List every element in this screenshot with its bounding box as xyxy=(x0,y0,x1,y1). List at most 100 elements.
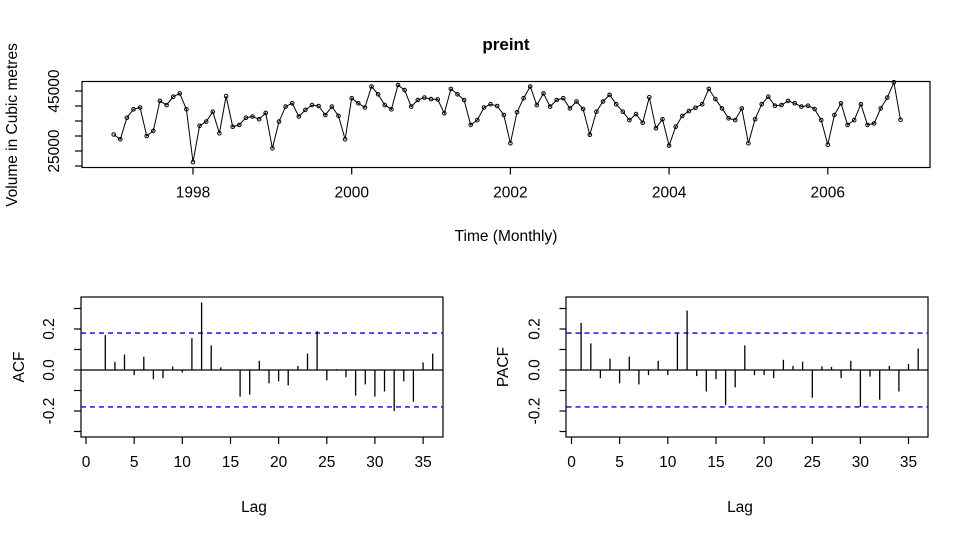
ts-point xyxy=(706,86,712,92)
ts-point xyxy=(349,95,355,101)
ts-point xyxy=(587,132,593,138)
lag-x-tick-label: 15 xyxy=(222,454,239,471)
ts-point xyxy=(151,128,156,134)
lag-x-tick-label: 5 xyxy=(130,454,139,471)
ts-point xyxy=(250,114,255,119)
ts-plot-frame xyxy=(81,80,931,169)
ts-point xyxy=(799,104,804,109)
ts-point xyxy=(699,101,705,107)
lag-x-tick-label: 30 xyxy=(366,454,384,471)
ts-line xyxy=(113,80,901,163)
lag-x-tick-label: 15 xyxy=(707,454,724,471)
ts-point xyxy=(686,108,692,114)
ts-point xyxy=(230,124,235,129)
ts-point xyxy=(448,86,454,92)
ts-point xyxy=(342,137,348,142)
ts-point xyxy=(316,103,321,109)
ts-point xyxy=(296,114,302,119)
ts-point xyxy=(613,101,619,107)
corr-y-tick-label: 0.2 xyxy=(41,318,58,340)
acf-content: 0 5 10 15 20 25 30 35 -0.2 0.0 0.2 xyxy=(41,302,443,471)
ts-point xyxy=(812,106,817,112)
ts-point xyxy=(574,99,579,104)
pacf-content: 0 5 10 15 20 25 30 35 -0.2 0.0 0.2 xyxy=(527,307,929,471)
lag-x-tick-label: 35 xyxy=(414,454,431,471)
ts-point xyxy=(726,116,731,121)
ts-point xyxy=(190,159,196,165)
ts-point xyxy=(514,110,520,115)
ts-point xyxy=(838,101,844,106)
ts-point xyxy=(818,117,824,123)
lag-x-tick-label: 35 xyxy=(900,454,917,471)
ts-point xyxy=(739,106,745,111)
ts-point xyxy=(289,101,295,106)
ts-point xyxy=(666,143,672,148)
ts-point xyxy=(647,95,652,100)
ts-point xyxy=(111,132,116,137)
ts-point xyxy=(660,116,665,122)
ts-point xyxy=(475,117,480,123)
ts-point xyxy=(309,102,315,108)
ts-point xyxy=(223,93,229,99)
ts-point xyxy=(547,104,553,109)
ts-point xyxy=(177,91,183,96)
ts-point xyxy=(554,97,560,103)
ts-point xyxy=(461,97,467,103)
ts-point xyxy=(435,97,441,102)
ts-point xyxy=(395,82,401,88)
corr-y-tick-label: -0.2 xyxy=(527,398,544,425)
ts-point xyxy=(488,101,493,107)
ts-point xyxy=(766,94,771,99)
ts-point xyxy=(620,109,626,114)
ts-point xyxy=(210,109,216,114)
ts-x-tick-label: 2000 xyxy=(334,185,369,202)
ts-point xyxy=(243,115,249,120)
ts-x-tick-label: 2006 xyxy=(811,185,845,202)
acf-plot-frame xyxy=(80,296,444,438)
lag-x-tick-label: 20 xyxy=(270,454,288,471)
ts-point xyxy=(732,117,738,123)
ts-point xyxy=(303,107,308,113)
ts-point xyxy=(805,103,811,108)
ts-point xyxy=(633,111,639,117)
ts-point xyxy=(680,113,685,119)
ts-point xyxy=(481,105,487,110)
corr-y-tick-label: 0.0 xyxy=(527,359,544,381)
ts-point xyxy=(594,109,599,114)
ts-point xyxy=(607,92,612,98)
ts-point xyxy=(144,133,149,139)
ts-point xyxy=(323,112,328,118)
lag-x-tick-label: 0 xyxy=(82,454,91,471)
ts-point xyxy=(442,110,447,116)
ts-point xyxy=(369,84,374,89)
lag-x-tick-label: 20 xyxy=(755,454,773,471)
ts-point xyxy=(382,102,388,108)
ts-axes: 1998 2000 2002 2004 2006 25000 45000 xyxy=(46,69,845,201)
ts-point xyxy=(157,98,163,104)
ts-point xyxy=(561,95,566,101)
ts-point xyxy=(772,103,778,108)
acf-y-axis-label: ACF xyxy=(11,352,28,383)
ts-point xyxy=(580,106,586,112)
ts-point xyxy=(131,107,136,112)
pacf-plot-frame xyxy=(565,296,929,438)
ts-point xyxy=(197,123,202,129)
ts-point xyxy=(527,84,533,89)
ts-point xyxy=(375,92,381,97)
lag-x-tick-label: 0 xyxy=(567,454,576,471)
ts-point xyxy=(455,92,460,97)
pacf-plot: 0 5 10 15 20 25 30 35 -0.2 0.0 0.2 PACF Lag xyxy=(495,296,929,516)
ts-point xyxy=(501,112,507,118)
ts-point xyxy=(640,120,646,126)
pacf-x-axis-label: Lag xyxy=(727,499,753,516)
ts-y-axis-label: Volume in Cubic metres xyxy=(4,43,21,207)
ts-point xyxy=(217,131,222,136)
ts-point xyxy=(283,104,288,109)
ts-series xyxy=(111,80,903,165)
ts-point xyxy=(428,96,434,102)
ts-point xyxy=(137,105,143,110)
ts-point xyxy=(719,106,725,111)
ts-point xyxy=(792,101,798,106)
